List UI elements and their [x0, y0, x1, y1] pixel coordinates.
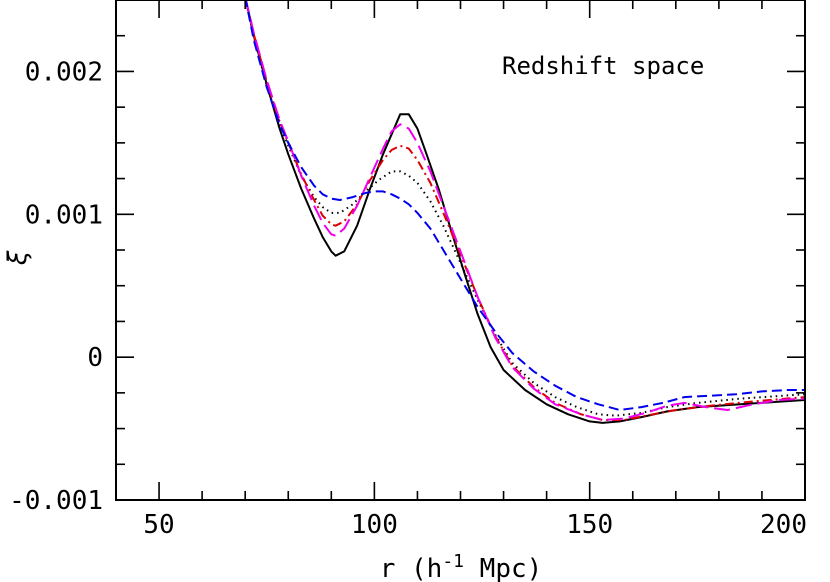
x-tick-label: 50 [143, 510, 174, 540]
x-tick-label: 200 [760, 510, 807, 540]
y-tick-label: 0.002 [25, 57, 103, 87]
y-tick-label: 0 [87, 343, 103, 373]
series-layer [244, 0, 805, 424]
series-line-1 [244, 0, 805, 424]
redshift-space-annotation: Redshift space [502, 52, 704, 80]
x-axis-label: r (h-1 Mpc) [380, 551, 543, 582]
series-line-2 [244, 0, 805, 417]
series-line-4 [244, 0, 805, 421]
tick-layer: 50 100 150 200 -0.001 0 0.001 0.002 [9, 0, 807, 540]
y-tick-label: -0.001 [9, 486, 103, 516]
series-line-5 [244, 0, 805, 411]
x-tick-label: 100 [351, 510, 398, 540]
x-tick-label: 150 [566, 510, 613, 540]
y-axis-label: ξ [3, 250, 33, 266]
plot-frame [115, 0, 806, 501]
y-tick-label: 0.001 [25, 200, 103, 230]
